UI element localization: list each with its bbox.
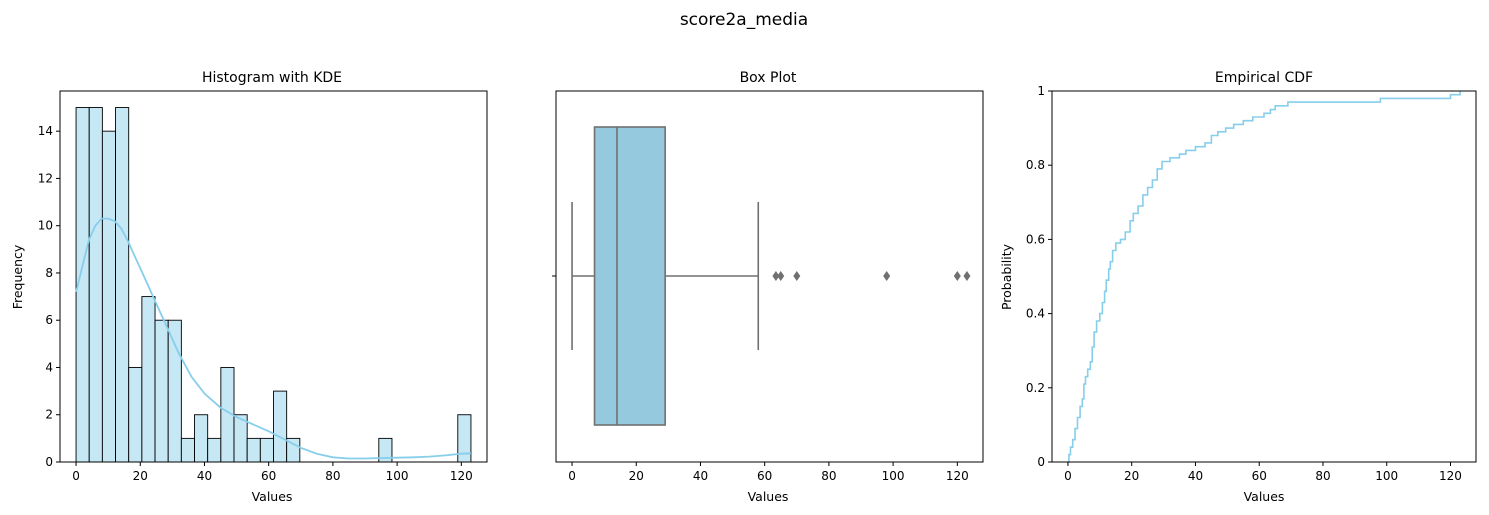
- histogram-x-axis-label: Values: [252, 489, 293, 504]
- boxplot-outlier: [953, 271, 961, 281]
- ecdf-line: [1067, 91, 1461, 463]
- ecdf-y-tick-label: 1: [1037, 84, 1045, 98]
- histogram-bar: [154, 319, 169, 463]
- ecdf-frame: [1051, 90, 1477, 463]
- histogram-y-tick-label: 10: [38, 219, 53, 233]
- ecdf-panel: Empirical CDF 0 20 40 60 80 100 12000.20.40.60…: [999, 70, 1477, 504]
- ecdf-x-tick-label: 60: [1252, 469, 1267, 483]
- histogram-bar: [101, 130, 116, 463]
- boxplot-outlier: [963, 271, 971, 281]
- boxplot-panel: Box Plot 0 20 40 60 80 100 120 Values: [552, 70, 984, 504]
- histogram-y-tick-label: 0: [45, 455, 53, 469]
- figure-title: score2a_media: [680, 10, 808, 30]
- boxplot-outlier: [777, 271, 785, 281]
- histogram-y-tick-label: 4: [45, 360, 53, 374]
- ecdf-x-tick-label: 20: [1124, 469, 1139, 483]
- boxplot-x-tick-label: 0: [568, 469, 576, 483]
- boxplot-x-tick-label: 80: [821, 469, 836, 483]
- histogram-bar: [259, 437, 274, 463]
- ecdf-y-tick-label: 0.6: [1026, 232, 1045, 246]
- histogram-bar: [128, 367, 143, 463]
- ecdf-x-tick-label: 40: [1188, 469, 1203, 483]
- ecdf-x-tick-label: 0: [1064, 469, 1072, 483]
- kde-line: [75, 217, 471, 460]
- boxplot-x-tick-label: 60: [757, 469, 772, 483]
- histogram-bar: [180, 437, 195, 463]
- boxplot-x-tick-label: 100: [882, 469, 905, 483]
- histogram-bar: [88, 107, 103, 463]
- boxplot-box: [593, 126, 666, 426]
- histogram-x-tick-label: 40: [197, 469, 212, 483]
- histogram-plot-area: 0 20 40 60 80 100 120 0 2 4 6 8 10 12 14: [38, 90, 488, 483]
- boxplot-title: Box Plot: [740, 70, 797, 86]
- boxplot-x-axis-label: Values: [748, 489, 789, 504]
- histogram-x-tick-label: 60: [261, 469, 276, 483]
- boxplot-plot-area: 0 20 40 60 80 100 120: [552, 90, 984, 483]
- boxplot-x-tick-label: 20: [629, 469, 644, 483]
- histogram-y-tick-label: 2: [45, 408, 53, 422]
- ecdf-plot-area: 0 20 40 60 80 100 120 0 0.2 0.4 0.6 0.8 1: [1026, 84, 1477, 483]
- ecdf-x-tick-label: 120: [1439, 469, 1462, 483]
- boxplot-outlier: [772, 271, 780, 281]
- ecdf-title: Empirical CDF: [1215, 70, 1313, 86]
- histogram-bar: [115, 107, 130, 463]
- histogram-x-tick-label: 20: [133, 469, 148, 483]
- ecdf-y-tick-label: 0.4: [1026, 307, 1045, 321]
- boxplot-outlier: [793, 271, 801, 281]
- histogram-bar: [457, 414, 472, 463]
- histogram-title: Histogram with KDE: [202, 70, 342, 86]
- histogram-x-tick-label: 0: [72, 469, 80, 483]
- histogram-bar: [194, 414, 209, 463]
- histogram-bar: [246, 437, 261, 463]
- histogram-x-tick-label: 80: [325, 469, 340, 483]
- histogram-y-tick-label: 6: [45, 313, 53, 327]
- ecdf-y-tick-label: 0: [1037, 455, 1045, 469]
- histogram-bar: [273, 390, 288, 463]
- histogram-y-tick-label: 8: [45, 266, 53, 280]
- boxplot-outlier: [883, 271, 891, 281]
- histogram-frame: [59, 90, 488, 463]
- histogram-x-tick-label: 120: [450, 469, 473, 483]
- histogram-y-axis-label: Frequency: [10, 244, 25, 309]
- ecdf-x-tick-label: 80: [1315, 469, 1330, 483]
- boxplot-x-tick-label: 40: [693, 469, 708, 483]
- ecdf-x-tick-label: 100: [1375, 469, 1398, 483]
- ecdf-y-tick-label: 0.8: [1026, 158, 1045, 172]
- histogram-y-tick-label: 14: [38, 124, 53, 138]
- histogram-bar: [207, 437, 222, 463]
- histogram-bar: [167, 319, 182, 463]
- histogram-panel: Histogram with KDE 0 20 40 60 80 100 120 0 2 4 6 8 1…: [10, 70, 488, 504]
- histogram-x-tick-label: 100: [386, 469, 409, 483]
- histogram-y-tick-label: 12: [38, 171, 53, 185]
- ecdf-x-axis-label: Values: [1244, 489, 1285, 504]
- ecdf-y-tick-label: 0.2: [1026, 381, 1045, 395]
- boxplot-x-tick-label: 120: [946, 469, 969, 483]
- histogram-bar: [141, 296, 156, 463]
- ecdf-y-axis-label: Probability: [999, 243, 1014, 310]
